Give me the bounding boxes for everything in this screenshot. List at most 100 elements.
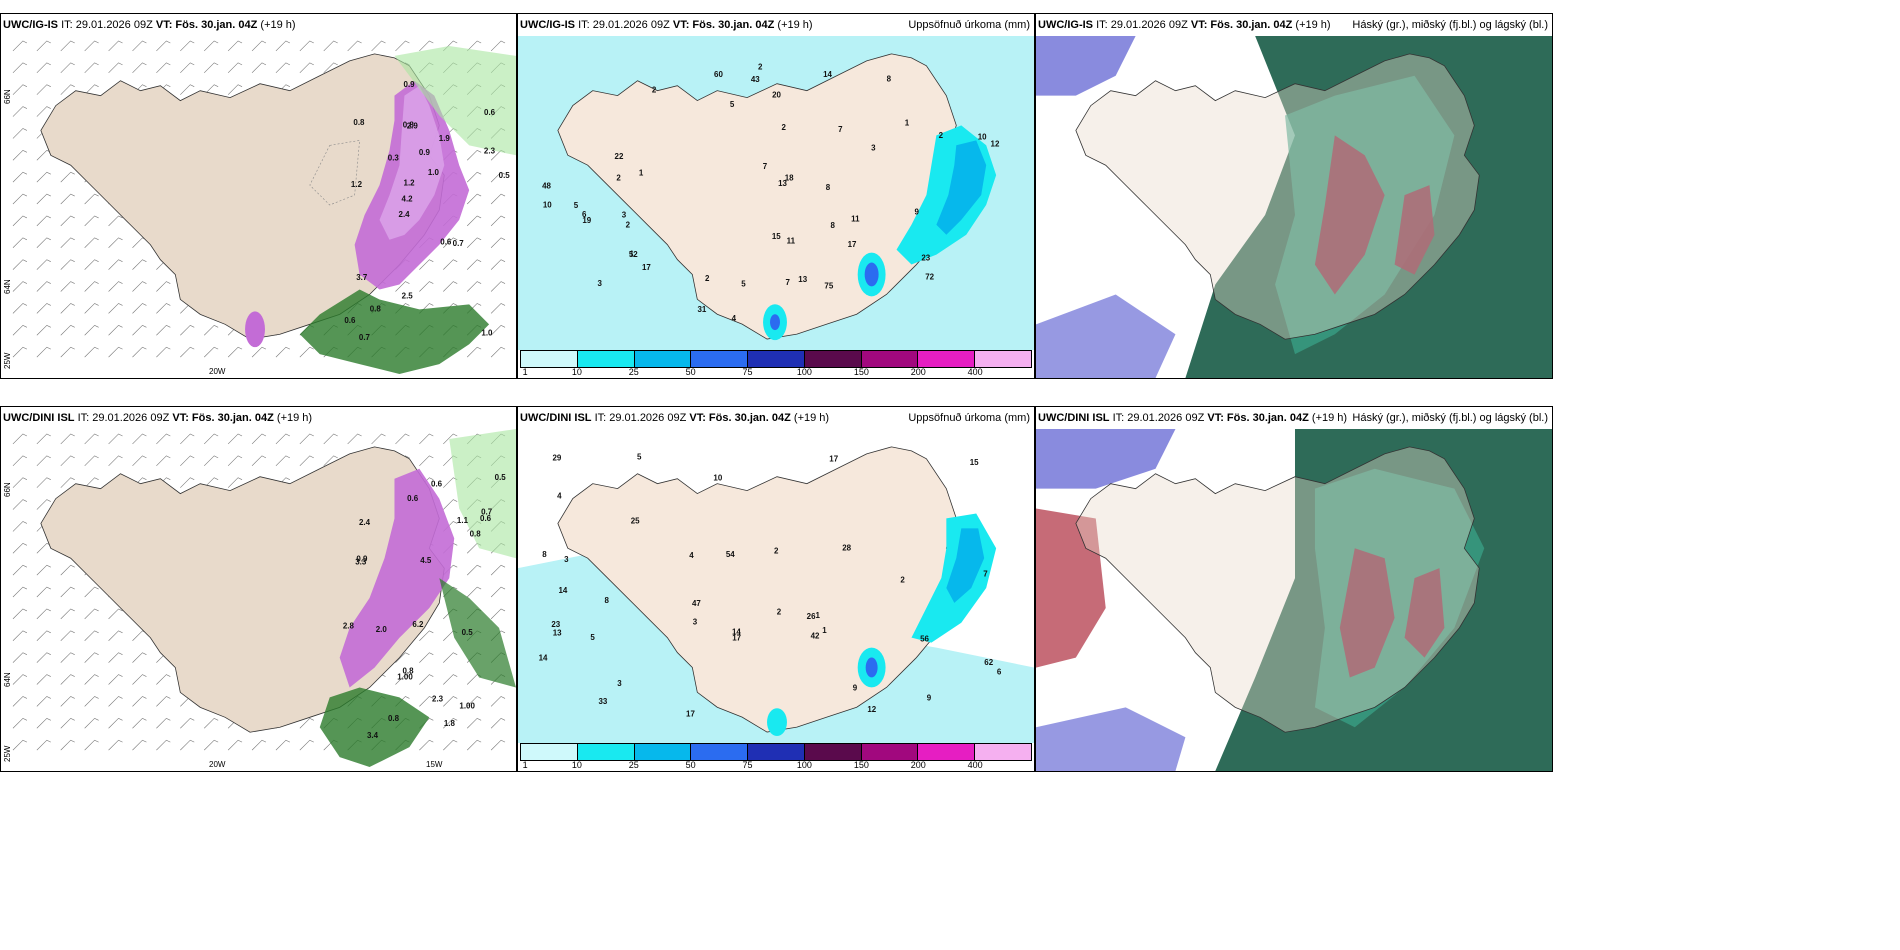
value-label: 1.2 bbox=[351, 180, 363, 189]
value-label: 0.8 bbox=[370, 304, 382, 313]
wind-barb bbox=[36, 542, 51, 554]
wind-barb bbox=[132, 739, 147, 751]
wind-barb bbox=[466, 739, 482, 751]
value-label: 3.3 bbox=[355, 558, 367, 567]
wind-barb bbox=[395, 281, 410, 292]
wind-barb bbox=[36, 303, 51, 314]
wind-barb bbox=[275, 62, 291, 73]
wind-barb bbox=[443, 433, 458, 445]
wind-barb bbox=[275, 739, 291, 751]
wind-barb bbox=[60, 717, 75, 729]
value-label: 13 bbox=[553, 628, 562, 637]
wind-barb bbox=[60, 652, 75, 663]
wind-barb bbox=[12, 739, 28, 751]
value-label: 0.8 bbox=[402, 667, 414, 676]
wind-barb bbox=[490, 324, 506, 336]
value-label: 0.5 bbox=[495, 473, 507, 482]
wind-barb bbox=[466, 171, 482, 183]
wind-barb bbox=[203, 433, 219, 445]
wind-barb bbox=[12, 477, 28, 488]
value-label: 10 bbox=[713, 473, 722, 482]
wind-barb bbox=[227, 84, 243, 95]
wind-barb bbox=[84, 259, 99, 270]
lead-time: (+19 h) bbox=[1311, 412, 1348, 424]
wind-barb bbox=[12, 171, 28, 183]
valid-time: VT: Fös. 30.jan. 04Z bbox=[672, 19, 775, 31]
wind-barb bbox=[466, 259, 482, 270]
wind-barb bbox=[419, 455, 434, 466]
value-label: 7 bbox=[838, 125, 843, 134]
wind-barb bbox=[466, 564, 482, 576]
wind-barb bbox=[180, 40, 195, 52]
wind-barb bbox=[132, 62, 147, 73]
valid-time: VT: Fös. 30.jan. 04Z bbox=[689, 412, 791, 424]
wind-barb bbox=[156, 696, 171, 707]
value-label: 2 bbox=[781, 123, 786, 132]
precip-zone-south-core bbox=[864, 262, 879, 287]
value-label: 2 bbox=[705, 274, 710, 283]
wind-barb bbox=[227, 477, 243, 488]
wind-barb bbox=[36, 346, 51, 358]
value-label: 8 bbox=[605, 596, 610, 605]
precip-title: Uppsöfnuð úrkoma (mm) bbox=[908, 19, 1030, 31]
value-label: 0.6 bbox=[431, 479, 443, 488]
value-label: 0.8 bbox=[403, 120, 415, 129]
value-label: 62 bbox=[984, 658, 993, 667]
precip-zone-sw-core bbox=[770, 314, 780, 331]
lon-label-15w: 15W bbox=[426, 760, 443, 769]
wind-barb bbox=[251, 62, 267, 73]
wind-barb bbox=[419, 433, 434, 445]
hatched-region bbox=[309, 140, 360, 206]
colorbar-tick: 75 bbox=[742, 367, 753, 377]
colorbar-cell bbox=[521, 744, 578, 760]
wind-barb bbox=[395, 40, 410, 52]
value-label: 13 bbox=[778, 179, 787, 188]
value-label: 1.8 bbox=[444, 719, 456, 728]
value-label: 0.9 bbox=[356, 555, 368, 564]
value-label: 0.7 bbox=[481, 507, 493, 516]
value-label: 0.7 bbox=[359, 333, 371, 342]
cloud-panel-top: UWC/IG-IS IT: 29.01.2026 09Z VT: Fös. 30… bbox=[1035, 13, 1553, 379]
wind-barb bbox=[60, 193, 75, 205]
value-label: 1.00 bbox=[459, 702, 475, 711]
wind-barb bbox=[156, 303, 171, 314]
wind-barb bbox=[395, 652, 410, 663]
lead-time: (+19 h) bbox=[777, 19, 813, 31]
value-label: 12 bbox=[867, 705, 876, 714]
colorbar-tick: 50 bbox=[685, 760, 696, 770]
wind-barb bbox=[12, 303, 28, 314]
value-label: 1 bbox=[639, 168, 644, 177]
wind-barb bbox=[203, 40, 219, 52]
wind-barb bbox=[84, 477, 99, 488]
value-label: 2.3 bbox=[432, 695, 444, 704]
wind-barb bbox=[156, 346, 171, 358]
wind-barb bbox=[227, 62, 243, 73]
value-label: 0.6 bbox=[484, 108, 496, 117]
precip-title: Uppsöfnuð úrkoma (mm) bbox=[908, 412, 1030, 424]
wind-barb bbox=[60, 281, 75, 292]
wind-barb bbox=[180, 324, 195, 336]
value-label: 3 bbox=[693, 618, 698, 627]
wind-barb bbox=[12, 630, 28, 641]
value-label: 3 bbox=[622, 211, 627, 220]
wind-barb bbox=[132, 696, 147, 707]
value-label: 15 bbox=[772, 232, 781, 241]
wind-barb bbox=[60, 215, 75, 227]
value-label: 33 bbox=[598, 697, 607, 706]
colorbar-cell bbox=[748, 744, 805, 760]
wind-barb bbox=[12, 542, 28, 554]
wind-barb bbox=[108, 717, 123, 729]
lead-time: (+19 h) bbox=[276, 412, 313, 424]
value-label: 2.9 bbox=[407, 121, 419, 130]
value-label: 11 bbox=[787, 237, 796, 246]
valid-time: VT: Fös. 30.jan. 04Z bbox=[1190, 19, 1293, 31]
wind-barb bbox=[156, 717, 171, 729]
colorbar-tick: 400 bbox=[967, 760, 983, 770]
wind-barb bbox=[419, 739, 434, 751]
lon-label-20w: 20W bbox=[209, 760, 226, 769]
wind-barb bbox=[60, 586, 75, 598]
wind-barb bbox=[203, 717, 219, 729]
lat-label-64n: 64N bbox=[3, 672, 12, 687]
init-time: IT: 29.01.2026 09Z bbox=[594, 412, 687, 424]
wind-barb bbox=[12, 128, 28, 139]
